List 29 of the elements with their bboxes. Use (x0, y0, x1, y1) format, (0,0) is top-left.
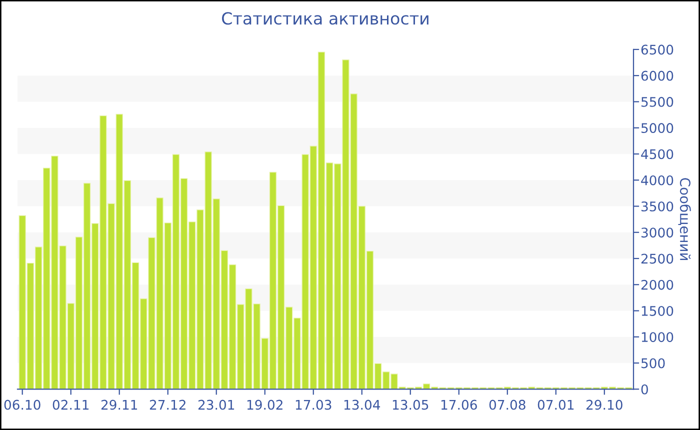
x-tick-label: 07.08 (489, 400, 526, 410)
x-tick-label: 29.11 (101, 400, 138, 410)
y-tick-label: 5500 (641, 96, 674, 107)
y-tick-label: 5000 (641, 123, 674, 134)
x-tick-label: 13.05 (392, 400, 428, 410)
y-tick-label: 4000 (641, 175, 674, 186)
y-tick-label: 6000 (641, 70, 674, 81)
x-tick-label: 27.12 (150, 400, 186, 410)
y-tick-label: 500 (641, 358, 665, 368)
y-tick-label: 3500 (641, 201, 674, 212)
x-tick-label: 02.11 (52, 400, 89, 410)
y-tick-label: 6500 (641, 44, 674, 55)
x-tick-label: 06.10 (4, 400, 40, 410)
x-tick-label: 07.01 (538, 400, 574, 410)
x-tick-label: 19.02 (247, 400, 282, 410)
y-axis-title: Сообщений (678, 178, 691, 260)
y-tick-label: 0 (641, 384, 648, 394)
y-tick-label: 4500 (641, 149, 674, 160)
y-tick-label: 2500 (641, 254, 674, 264)
y-tick-label: 2000 (641, 280, 674, 290)
x-tick-label: 29.10 (586, 400, 622, 410)
y-tick-label: 1000 (642, 332, 674, 342)
x-tick-label: 17.03 (296, 400, 332, 410)
x-tick-label: 23.01 (198, 400, 234, 410)
x-tick-label: 13.04 (344, 400, 380, 410)
y-tick-label: 3000 (641, 228, 674, 238)
x-tick-label: 17.06 (441, 400, 477, 410)
chart-title: Статистика активности (222, 12, 428, 25)
y-tick-label: 1500 (642, 306, 674, 316)
